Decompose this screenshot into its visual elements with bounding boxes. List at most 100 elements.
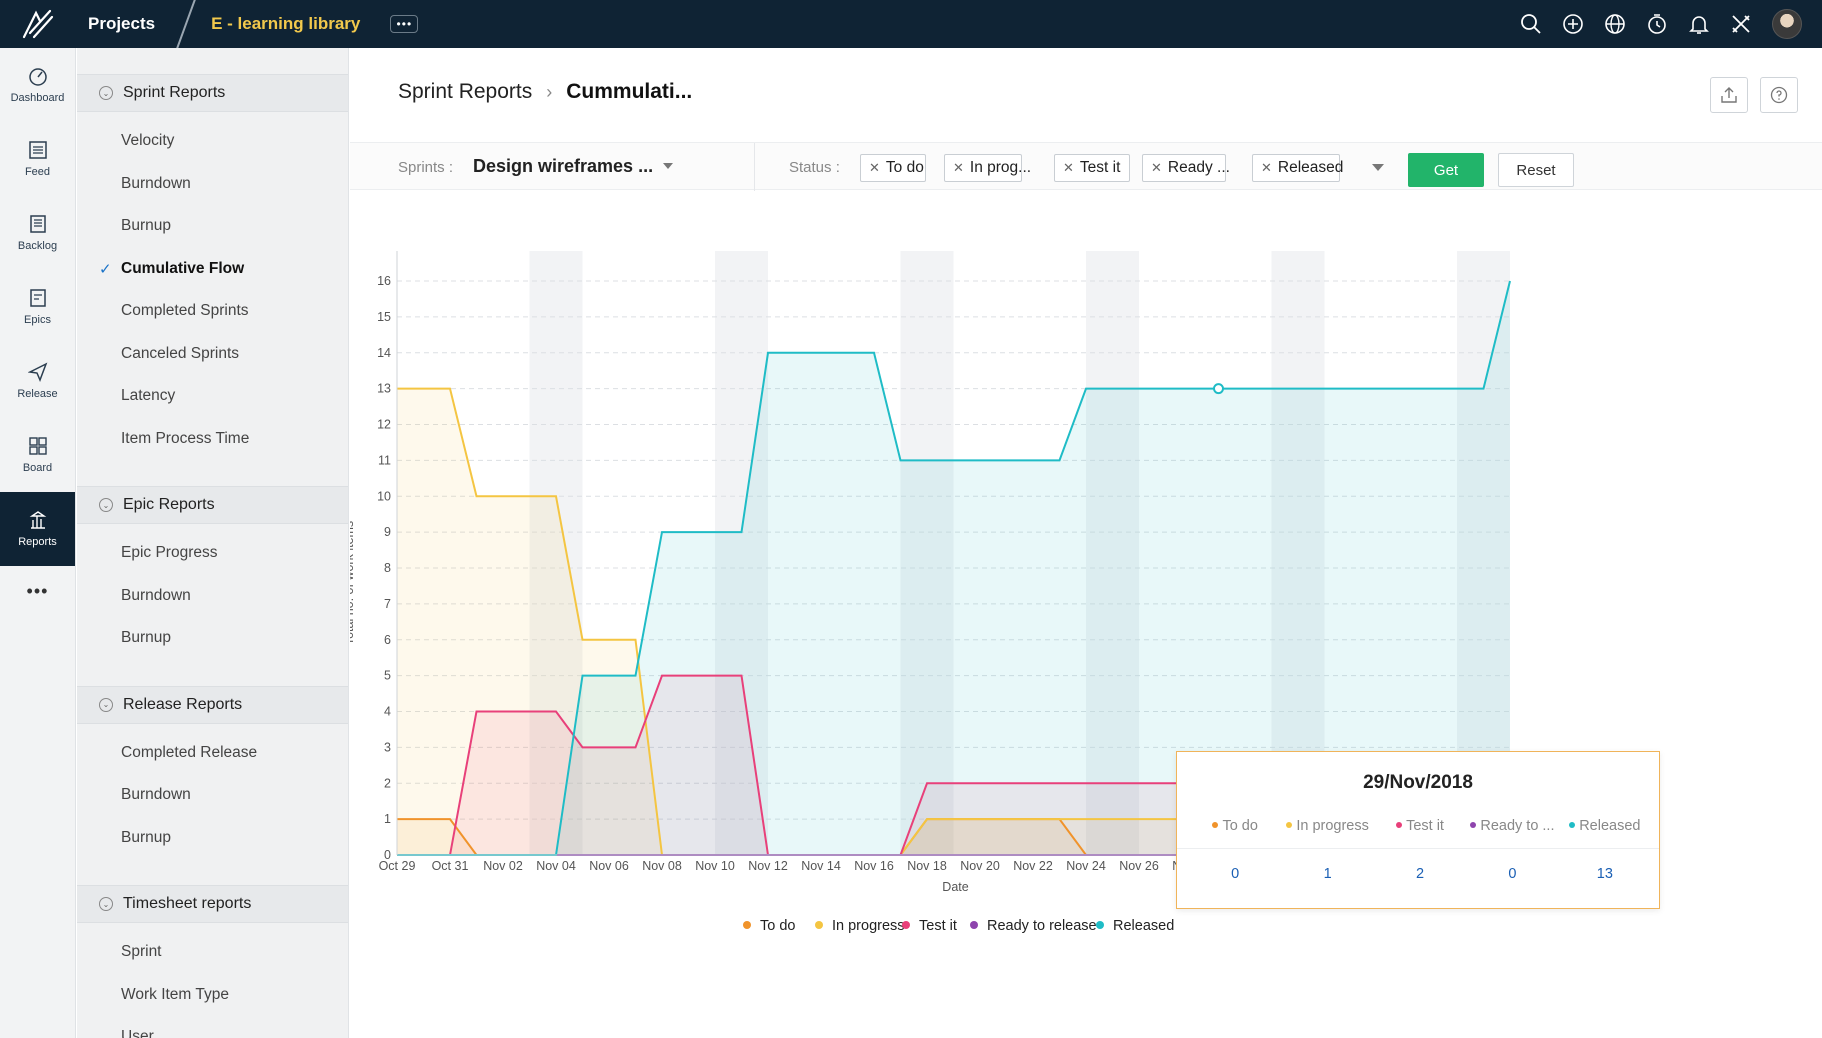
x-tick-label: Nov 06: [589, 859, 629, 873]
collapse-icon[interactable]: ⌄: [99, 897, 113, 911]
search-icon[interactable]: [1520, 13, 1542, 35]
project-more-button[interactable]: •••: [390, 15, 419, 33]
nav-feed[interactable]: Feed: [0, 122, 75, 196]
nav-label: Backlog: [17, 240, 58, 252]
y-tick-label: 2: [384, 776, 391, 790]
nav-epics[interactable]: Epics: [0, 270, 75, 344]
report-item-completed-release[interactable]: Completed Release: [121, 743, 258, 761]
help-icon: [1770, 86, 1788, 104]
weekend-band: [1086, 251, 1139, 855]
report-item-velocity[interactable]: Velocity: [121, 132, 175, 150]
highlight-point: [1213, 383, 1224, 395]
project-name[interactable]: E - learning library: [211, 14, 361, 33]
legend-marker: [1096, 921, 1104, 929]
report-item-cumulative-flow[interactable]: ✓ Cumulative Flow: [77, 248, 348, 291]
nav-reports[interactable]: Reports: [0, 492, 75, 566]
bell-icon[interactable]: [1688, 13, 1710, 35]
breadcrumb-parent[interactable]: Sprint Reports: [398, 80, 533, 103]
report-item-epic-burndown[interactable]: Burndown: [121, 586, 191, 604]
x-axis-title: Date: [942, 880, 968, 894]
get-button[interactable]: Get: [1408, 153, 1484, 187]
report-item-user[interactable]: User: [121, 1028, 154, 1038]
timer-icon[interactable]: [1646, 13, 1668, 35]
nav-release[interactable]: Release: [0, 344, 75, 418]
tooltip-label-text: Ready to ...: [1480, 818, 1555, 834]
tooltip-divider: [1177, 848, 1659, 849]
x-tick-label: Nov 26: [1119, 859, 1159, 873]
report-item-latency[interactable]: Latency: [121, 387, 176, 405]
export-button[interactable]: [1710, 77, 1748, 113]
y-tick-label: 14: [377, 346, 391, 360]
y-tick-label: 16: [377, 274, 391, 288]
chip-label: Ready ...: [1167, 159, 1230, 176]
add-icon[interactable]: [1562, 13, 1584, 35]
status-chip-in-progress[interactable]: ✕ In prog...: [944, 154, 1031, 182]
report-item-completed-sprints[interactable]: Completed Sprints: [121, 302, 249, 320]
collapse-icon[interactable]: ⌄: [99, 697, 113, 712]
release-icon: [27, 362, 47, 382]
series-area: [397, 819, 1510, 855]
tooltip-label-text: Test it: [1406, 818, 1444, 834]
status-chip-released[interactable]: ✕ Released: [1252, 154, 1343, 182]
nav-label: Reports: [18, 536, 57, 548]
x-tick-label: Nov 14: [801, 859, 841, 873]
globe-icon[interactable]: [1604, 13, 1626, 35]
weekend-band: [529, 251, 583, 855]
remove-icon[interactable]: ✕: [1151, 160, 1162, 175]
sprint-reports-list: Velocity Burndown Burnup ✓ Cumulative Flo…: [77, 112, 348, 460]
series-area: [397, 388, 1510, 855]
backlog-icon: [29, 215, 46, 233]
report-item-burndown[interactable]: Burndown: [121, 174, 191, 192]
remove-icon[interactable]: ✕: [869, 160, 880, 175]
nav-dashboard[interactable]: Dashboard: [0, 48, 75, 122]
report-item-item-process-time[interactable]: Item Process Time: [121, 429, 250, 447]
report-item-burnup[interactable]: Burnup: [121, 217, 171, 235]
section-header-epic-reports[interactable]: ⌄ Epic Reports: [77, 486, 348, 524]
report-item-canceled-sprints[interactable]: Canceled Sprints: [121, 344, 240, 362]
report-item-release-burnup[interactable]: Burnup: [121, 828, 171, 846]
section-header-release-reports[interactable]: ⌄ Release Reports: [77, 685, 348, 724]
chevron-down-icon[interactable]: [1372, 164, 1384, 171]
nav-board[interactable]: Board: [0, 418, 75, 492]
report-item-release-burndown[interactable]: Burndown: [121, 786, 191, 804]
series-area: [397, 281, 1510, 855]
app-logo-icon[interactable]: [0, 0, 76, 48]
remove-icon[interactable]: ✕: [1261, 160, 1272, 175]
chip-label: Released: [1277, 159, 1344, 176]
nav-label: Dashboard: [10, 92, 65, 104]
report-item-work-item-type[interactable]: Work Item Type: [121, 985, 229, 1003]
reset-button[interactable]: Reset: [1498, 153, 1574, 187]
x-tick-label: Nov 24: [1066, 859, 1106, 873]
x-tick-label: Oct 31: [432, 859, 469, 873]
collapse-icon[interactable]: ⌄: [99, 498, 113, 512]
status-chip-test-it[interactable]: ✕ Test it: [1054, 154, 1130, 182]
top-bar: Projects E - learning library •••: [0, 0, 1822, 51]
more-nav-button[interactable]: •••: [26, 580, 49, 601]
help-button[interactable]: [1760, 77, 1798, 113]
epics-icon: [29, 289, 46, 307]
status-chip-ready[interactable]: ✕ Ready ...: [1142, 154, 1230, 182]
breadcrumb-divider: [175, 0, 197, 51]
status-chip-todo[interactable]: ✕ To do: [860, 154, 926, 182]
y-tick-label: 15: [377, 310, 391, 324]
report-item-epic-burnup[interactable]: Burnup: [121, 629, 171, 647]
chevron-down-icon[interactable]: [663, 163, 673, 169]
nav-backlog[interactable]: Backlog: [0, 196, 75, 270]
collapse-icon[interactable]: ⌄: [99, 86, 113, 100]
projects-link[interactable]: Projects: [88, 14, 156, 33]
tooltip-label-text: To do: [1222, 818, 1258, 834]
sprint-select[interactable]: Design wireframes ...: [473, 156, 654, 176]
section-header-sprint-reports[interactable]: ⌄ Sprint Reports: [77, 74, 348, 112]
y-tick-label: 5: [384, 669, 391, 683]
report-item-timesheet-sprint[interactable]: Sprint: [121, 943, 162, 961]
section-header-timesheet-reports[interactable]: ⌄ Timesheet reports: [77, 885, 348, 923]
tools-icon[interactable]: [1730, 13, 1752, 35]
user-avatar[interactable]: [1772, 9, 1802, 39]
report-item-epic-progress[interactable]: Epic Progress: [121, 544, 218, 562]
tooltip-date: 29/Nov/2018: [1363, 772, 1473, 793]
weekend-bands: [529, 251, 1510, 855]
remove-icon[interactable]: ✕: [953, 160, 964, 175]
y-tick-label: 3: [384, 740, 391, 754]
section-title: Epic Reports: [123, 496, 215, 513]
remove-icon[interactable]: ✕: [1063, 160, 1074, 175]
